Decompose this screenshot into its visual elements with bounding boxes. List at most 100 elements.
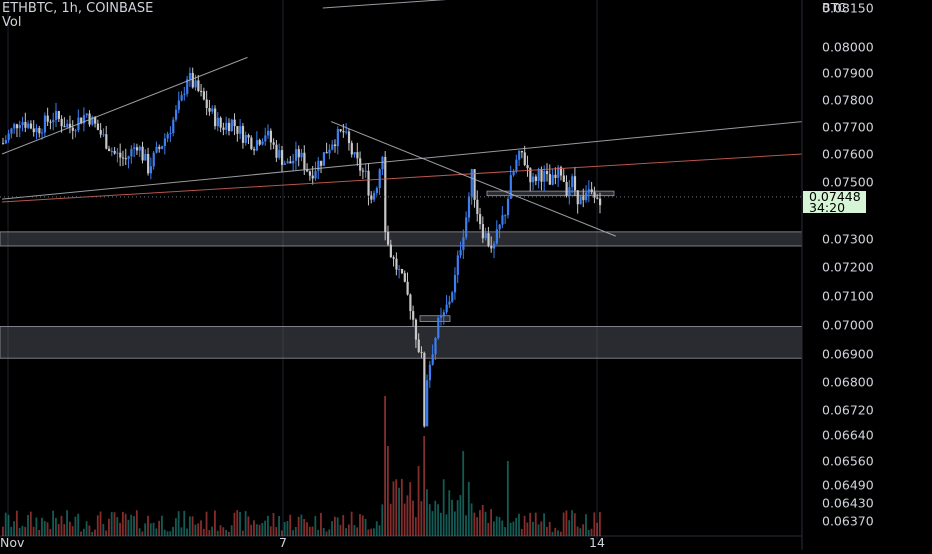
candle-body[interactable] [465,217,468,238]
candle-body[interactable] [400,268,404,274]
candle-body[interactable] [573,176,577,191]
candle-body[interactable] [294,149,298,161]
candle-body[interactable] [398,268,401,270]
symbol-title[interactable]: ETHBTC, 1h, COINBASE [2,1,154,16]
candle-body[interactable] [554,174,557,178]
candle-body[interactable] [406,281,409,295]
candle-body[interactable] [272,142,275,145]
candle-body[interactable] [526,165,529,169]
candle-body[interactable] [345,131,348,133]
candle-body[interactable] [490,245,493,249]
candle-body[interactable] [498,224,501,230]
candle-body[interactable] [152,152,155,167]
candle-body[interactable] [350,143,353,155]
candle-body[interactable] [38,128,41,134]
candle-body[interactable] [82,115,86,124]
candle-body[interactable] [191,72,194,88]
candle-body[interactable] [562,175,565,182]
candle-body[interactable] [529,168,532,183]
candle-body[interactable] [453,274,457,293]
candle-body[interactable] [381,156,384,170]
candle-body[interactable] [437,317,440,339]
candle-body[interactable] [409,294,412,312]
candle-body[interactable] [339,129,342,132]
candle-body[interactable] [188,72,192,80]
candle-body[interactable] [183,93,186,96]
candle-body[interactable] [127,156,130,159]
candle-body[interactable] [102,134,105,136]
candle-body[interactable] [320,160,323,166]
trend-line-top-line[interactable] [322,0,588,9]
candle-body[interactable] [113,150,116,154]
price-zone[interactable] [486,190,615,197]
candle-body[interactable] [208,108,211,112]
candle-body[interactable] [311,175,314,179]
candle-body[interactable] [63,126,66,128]
candle-body[interactable] [194,80,197,88]
candle-body[interactable] [286,161,289,164]
candle-body[interactable] [41,132,44,134]
candle-body[interactable] [261,141,264,145]
candle-body[interactable] [515,159,518,172]
candle-body[interactable] [219,117,222,128]
candle-body[interactable] [96,123,100,131]
candle-body[interactable] [119,152,122,158]
candle-body[interactable] [306,169,309,172]
candle-body[interactable] [2,143,5,145]
candle-body[interactable] [280,150,284,165]
candle-body[interactable] [540,168,543,182]
trend-line-upper-trend[interactable] [1,56,248,155]
candle-body[interactable] [55,111,58,120]
candle-body[interactable] [504,215,507,217]
candle-body[interactable] [506,198,510,216]
candle-body[interactable] [431,354,434,365]
candle-body[interactable] [317,160,320,171]
candle-body[interactable] [451,292,454,302]
candle-body[interactable] [222,127,225,130]
candle-body[interactable] [303,152,306,170]
candle-body[interactable] [275,144,278,158]
candle-body[interactable] [347,131,351,144]
candle-body[interactable] [258,140,261,145]
candle-body[interactable] [392,257,395,259]
candle-body[interactable] [501,215,504,225]
candle-body[interactable] [10,128,13,134]
candle-body[interactable] [177,100,180,110]
candle-body[interactable] [116,152,119,154]
candle-body[interactable] [236,126,239,134]
candle-body[interactable] [590,189,593,193]
candle-body[interactable] [29,123,33,129]
candle-body[interactable] [420,351,423,353]
candle-body[interactable] [158,146,161,149]
time-axis[interactable]: Nov 7 14 [0,535,605,550]
candle-body[interactable] [180,95,183,101]
candle-body[interactable] [512,171,515,176]
candle-body[interactable] [227,122,231,132]
candle-body[interactable] [576,190,579,205]
candle-body[interactable] [13,124,16,129]
candle-body[interactable] [537,168,540,181]
candle-body[interactable] [255,140,259,151]
candle-body[interactable] [46,115,49,122]
candle-body[interactable] [585,192,588,201]
price-zone[interactable] [419,315,451,322]
candle-body[interactable] [543,171,546,182]
candles[interactable] [2,67,602,428]
candle-body[interactable] [481,224,485,239]
candle-body[interactable] [557,167,560,178]
candle-body[interactable] [144,153,147,161]
candle-body[interactable] [94,116,97,124]
candle-body[interactable] [545,171,549,175]
candle-body[interactable] [378,169,381,189]
candle-body[interactable] [412,311,415,320]
candle-body[interactable] [205,99,208,109]
candle-body[interactable] [71,127,74,131]
candle-body[interactable] [202,91,206,100]
candle-body[interactable] [239,126,242,134]
candle-body[interactable] [559,167,563,176]
price-zone[interactable] [0,326,803,359]
candle-body[interactable] [596,197,599,199]
candle-body[interactable] [200,90,203,92]
